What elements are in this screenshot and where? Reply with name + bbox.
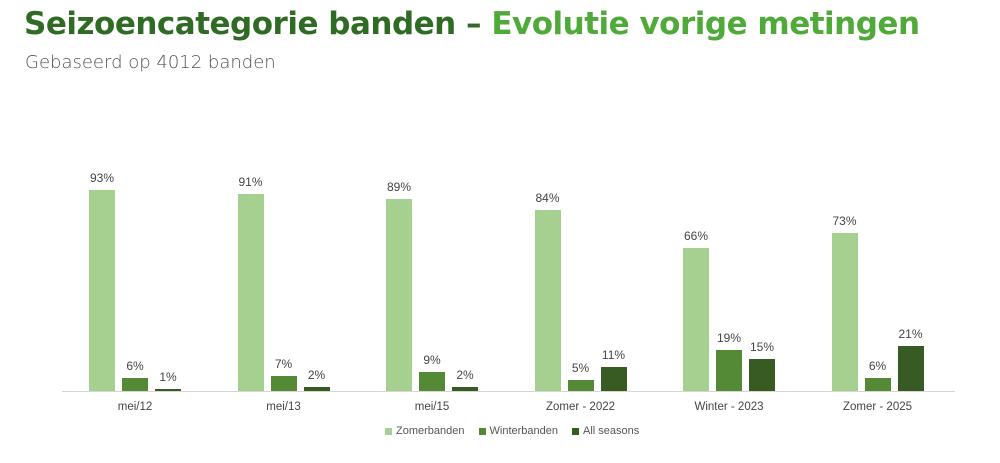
data-label: 21% (898, 326, 923, 341)
bar-zomerbanden (534, 209, 561, 391)
data-label: 89% (386, 179, 412, 194)
legend-item-zomerbanden: Zomerbanden (385, 425, 465, 437)
x-axis-tick-label: mei/15 (414, 401, 450, 413)
data-label: 6% (868, 359, 887, 374)
data-label: 66% (683, 229, 709, 244)
bar-all-seasons (897, 345, 924, 391)
bar-all-seasons (600, 367, 627, 391)
chart-legend: Zomerbanden Winterbanden All seasons (385, 425, 639, 437)
data-label: 19% (716, 330, 742, 345)
bar-winterbanden (419, 371, 445, 391)
data-label: 6% (126, 359, 144, 374)
legend-label: Zomerbanden (396, 425, 465, 437)
data-label: 11% (601, 348, 626, 363)
bar-winterbanden (122, 378, 148, 391)
x-axis-tick-label: mei/12 (117, 401, 153, 413)
x-axis-tick-label: Winter - 2023 (694, 401, 764, 413)
bar-zomerbanden (237, 194, 264, 391)
data-label: 7% (274, 356, 293, 371)
data-label: 73% (832, 214, 857, 229)
data-label: 93% (89, 171, 115, 186)
bar-winterbanden (864, 378, 891, 391)
title-part-2: Evolutie vorige metingen (491, 6, 920, 42)
bar-winterbanden (716, 349, 742, 391)
bar-all-seasons (303, 386, 330, 391)
data-label: 5% (571, 361, 590, 376)
bar-all-seasons (749, 358, 775, 391)
data-label: 9% (423, 352, 441, 367)
bar-all-seasons (155, 388, 181, 391)
data-label: 2% (456, 367, 474, 382)
page-title: Seizoencategorie banden – Evolutie vorig… (24, 6, 920, 42)
bar-zomerbanden (683, 248, 709, 391)
data-label: 84% (535, 190, 560, 205)
data-label: 2% (307, 367, 326, 382)
x-axis-tick-label: mei/13 (266, 401, 301, 413)
data-label: 91% (238, 175, 263, 190)
x-axis-tick-label: Zomer - 2025 (842, 401, 913, 413)
bar-zomerbanden (831, 233, 858, 391)
legend-swatch-icon (572, 427, 579, 435)
data-label: 15% (749, 339, 775, 354)
bar-zomerbanden (386, 198, 412, 391)
title-part-1: Seizoencategorie banden – (24, 6, 492, 42)
bar-all-seasons (452, 386, 478, 391)
bar-winterbanden (270, 375, 297, 391)
legend-item-all-seasons: All seasons (572, 425, 639, 437)
data-label: 1% (159, 369, 177, 384)
legend-label: All seasons (583, 425, 640, 437)
bar-zomerbanden (89, 190, 115, 391)
legend-item-winterbanden: Winterbanden (478, 425, 559, 437)
x-axis-tick-label: Zomer - 2022 (545, 401, 616, 413)
x-axis-line (62, 391, 955, 392)
legend-swatch-icon (478, 427, 486, 435)
legend-swatch-icon (385, 427, 392, 435)
bar-winterbanden (567, 380, 594, 391)
legend-label: Winterbanden (489, 425, 559, 437)
subtitle: Gebaseerd op 4012 banden (25, 52, 276, 73)
